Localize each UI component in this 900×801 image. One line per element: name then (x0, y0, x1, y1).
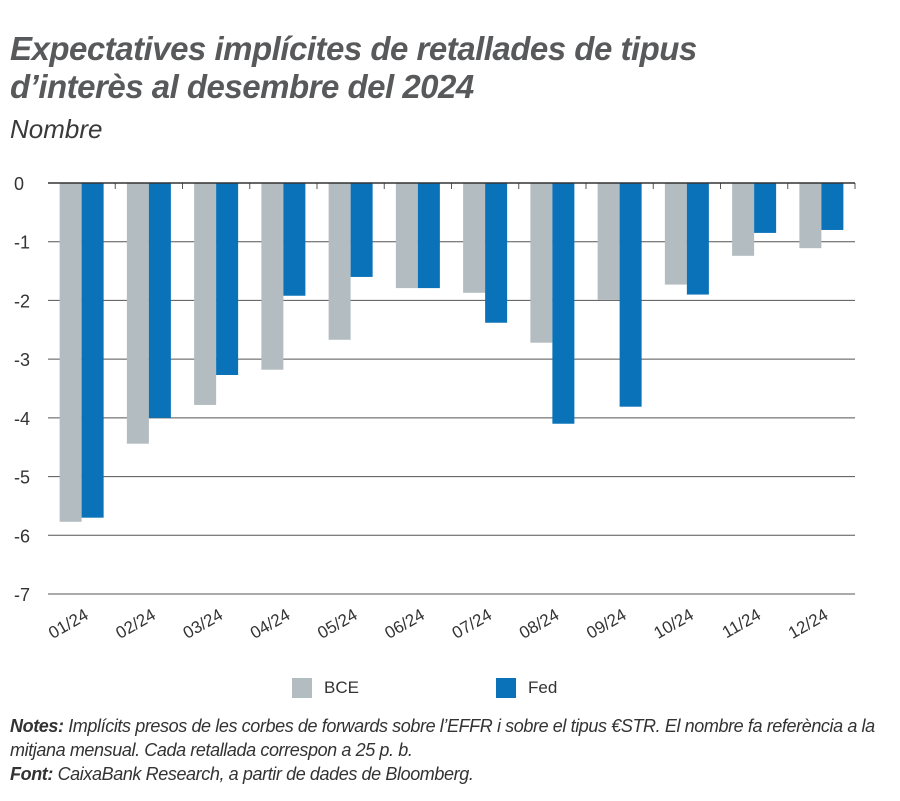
x-tick-label: 09/24 (583, 605, 629, 643)
bar-fed (283, 183, 306, 296)
x-tick-label: 04/24 (247, 605, 293, 643)
bar-bce (395, 183, 418, 289)
bar-bce (799, 183, 822, 249)
x-tick-label: 08/24 (516, 605, 562, 643)
legend-item-bce: BCE (292, 678, 359, 698)
bar-bce (194, 183, 217, 405)
bar-bce (597, 183, 620, 300)
bar-bce (328, 183, 351, 340)
y-tick-label: -2 (14, 291, 30, 311)
bar-fed (350, 183, 373, 277)
y-tick-label: -1 (14, 233, 30, 253)
x-tick-label: 01/24 (45, 605, 91, 643)
bar-bce (530, 183, 553, 343)
bar-fed (148, 183, 171, 418)
y-tick-label: -4 (14, 409, 30, 429)
x-tick-label: 02/24 (113, 605, 159, 643)
bar-bce (463, 183, 486, 293)
x-tick-label: 12/24 (785, 605, 831, 643)
y-tick-label: -6 (14, 526, 30, 546)
bar-bce (664, 183, 687, 285)
bar-fed (552, 183, 575, 424)
bar-fed (417, 183, 440, 289)
notes-label: Notes: (10, 716, 64, 736)
source-text: CaixaBank Research, a partir de dades de… (52, 764, 474, 784)
source-label: Font: (10, 764, 53, 784)
legend-label-bce: BCE (324, 678, 359, 697)
bar-chart: 0 -1 -2 -3 -4 -5 -6 -7 01/24 02/24 03/24 04/24 05/24… (14, 174, 856, 643)
bar-bce (732, 183, 755, 256)
bar-fed (686, 183, 709, 295)
legend-item-fed: Fed (496, 678, 557, 698)
chart-title: Expectatives implícites de retallades de… (10, 30, 697, 106)
y-tick-label: -7 (14, 585, 30, 605)
title-line-2: d’interès al desembre del 2024 (10, 68, 474, 105)
bar-bce (126, 183, 149, 444)
x-tick-label: 11/24 (719, 605, 764, 642)
legend-swatch-fed (496, 678, 516, 698)
y-tick-label: -5 (14, 468, 30, 488)
bar-fed (81, 183, 104, 518)
bar-fed (216, 183, 239, 375)
bar-bce (59, 183, 82, 522)
bar-fed (619, 183, 642, 407)
title-line-1: Expectatives implícites de retallades de… (10, 30, 697, 67)
x-tick-label: 07/24 (449, 605, 495, 643)
legend-label-fed: Fed (528, 678, 558, 697)
bar-fed (754, 183, 777, 233)
x-tick-label: 10/24 (651, 605, 697, 643)
notes-text: Implícits presos de les corbes de forwar… (10, 716, 875, 760)
y-tick-label: 0 (14, 174, 24, 194)
x-tick-label: 05/24 (314, 605, 360, 643)
legend-swatch-bce (292, 678, 312, 698)
chart-subtitle: Nombre (10, 114, 103, 144)
bar-fed (821, 183, 844, 230)
x-tick-label: 03/24 (180, 605, 226, 643)
y-tick-label: -3 (14, 350, 30, 370)
notes: Notes: Implícits presos de les corbes de… (10, 714, 900, 786)
bar-fed (485, 183, 508, 323)
x-tick-label: 06/24 (382, 605, 428, 643)
bar-bce (261, 183, 284, 370)
